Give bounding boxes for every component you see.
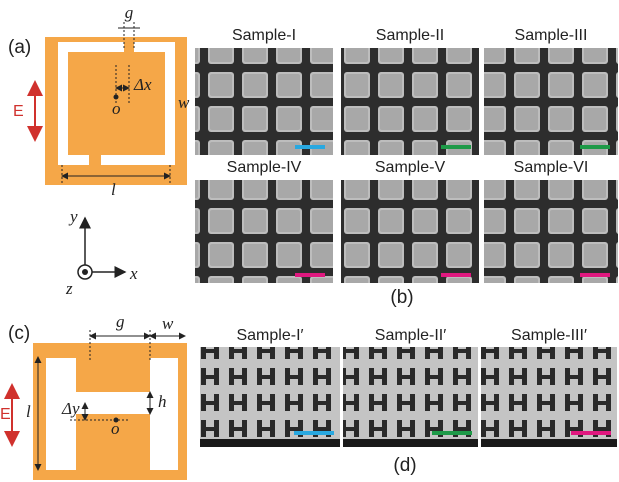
sem-image bbox=[484, 180, 618, 283]
label-x: x bbox=[129, 264, 138, 283]
gap bbox=[89, 154, 101, 166]
sem-image bbox=[195, 180, 333, 283]
label-dx: Δx bbox=[133, 75, 152, 94]
sample-title: Sample-V bbox=[375, 159, 446, 176]
sample-title: Sample-II′ bbox=[375, 327, 446, 344]
panel-label: (d) bbox=[393, 455, 416, 476]
sem-info-strip bbox=[343, 439, 478, 447]
label-e: E bbox=[13, 103, 24, 120]
sem-image bbox=[484, 48, 618, 155]
sample-title: Sample-VI bbox=[514, 159, 589, 176]
sem-image bbox=[341, 48, 479, 155]
gap bbox=[124, 40, 134, 54]
sem-image bbox=[195, 48, 333, 155]
panel-label: (a) bbox=[8, 37, 31, 58]
axis-out bbox=[82, 269, 88, 275]
panel-label: (c) bbox=[8, 323, 30, 344]
label-o: o bbox=[112, 99, 121, 118]
label-y: y bbox=[68, 207, 78, 226]
label-o: o bbox=[111, 419, 120, 438]
label-z: z bbox=[65, 279, 73, 298]
sem-info-strip bbox=[481, 439, 617, 447]
label-g: g bbox=[116, 312, 125, 331]
sample-title: Sample-III bbox=[515, 27, 588, 44]
sample-title: Sample-I′ bbox=[236, 327, 303, 344]
label-l: l bbox=[111, 180, 116, 199]
slot bbox=[76, 392, 150, 414]
sample-title: Sample-IV bbox=[227, 159, 302, 176]
figure: (a) g Δx o w E l y x z (b) (c) g w h Δy … bbox=[0, 0, 619, 482]
slot bbox=[150, 358, 178, 470]
sample-title: Sample-II bbox=[376, 27, 444, 44]
panel-label: (b) bbox=[390, 287, 413, 308]
label-w: w bbox=[162, 314, 174, 333]
sample-title: Sample-III′ bbox=[511, 327, 587, 344]
label-h: h bbox=[158, 392, 167, 411]
label-e: E bbox=[0, 406, 11, 423]
sem-image bbox=[341, 180, 479, 283]
label-dy: Δy bbox=[61, 399, 80, 418]
label-l: l bbox=[26, 402, 31, 421]
label-g: g bbox=[125, 3, 134, 22]
sample-title: Sample-I bbox=[232, 27, 296, 44]
label-w: w bbox=[178, 93, 190, 112]
sem-info-strip bbox=[200, 439, 340, 447]
